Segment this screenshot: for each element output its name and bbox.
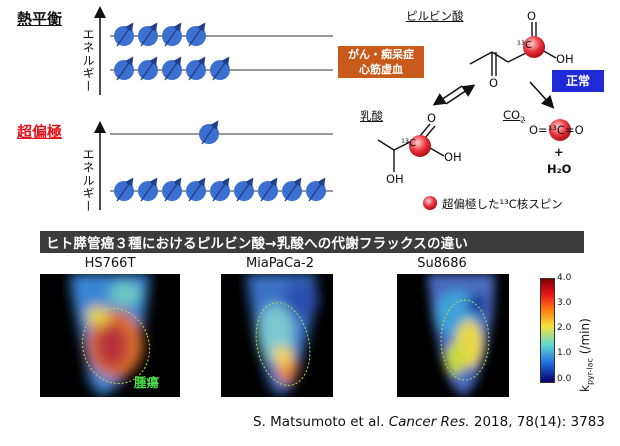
to-lactate-arrow xyxy=(432,85,463,106)
lactate-structure xyxy=(377,123,445,172)
colorbar-tick: 0.0 xyxy=(557,374,572,384)
pyruvate-oxygen-2: O xyxy=(489,76,499,90)
mri-image-hs766t xyxy=(40,274,180,397)
tumor-label: 腫瘍 xyxy=(134,375,160,390)
legend-ball xyxy=(423,196,437,210)
pyruvate-c13-ball xyxy=(523,36,545,58)
image-label-miapaca: MiaPaCa-2 xyxy=(245,256,315,271)
colorbar xyxy=(540,278,555,383)
citation: S. Matsumoto et al. Cancer Res. 2018, 78… xyxy=(253,414,605,430)
lactate-c13: ¹³C xyxy=(401,138,416,149)
image-label-su8686: Su8686 xyxy=(417,256,467,271)
mri-image-miapaca xyxy=(221,274,333,397)
co2-label: CO2 xyxy=(503,108,526,125)
lactate-oh: OH xyxy=(444,150,462,164)
pyruvate-oh: OH xyxy=(556,52,574,66)
legend-text: 超偏極した¹³C核スピン xyxy=(442,197,563,211)
from-lactate-arrow xyxy=(445,84,476,105)
colorbar-tick: 4.0 xyxy=(557,273,572,283)
pyruvate-oxygen: O xyxy=(527,9,537,23)
section-banner: ヒト膵管癌３種におけるピルビン酸→乳酸への代謝フラックスの違い xyxy=(40,231,584,253)
pyruvate-label: ピルビン酸 xyxy=(406,9,464,23)
normal-condition-box: 正常 xyxy=(552,70,604,92)
image-label-hs766t: HS766T xyxy=(84,256,136,271)
to-co2-arrow xyxy=(529,81,555,109)
co2-formula: O=¹³C=O xyxy=(529,123,584,137)
lactate-oh-bottom: OH xyxy=(386,172,404,186)
spin-upper-hyper xyxy=(199,120,219,145)
hyperpolarization-title: 超偏極 xyxy=(17,123,63,141)
cancer-condition-box: がん・痴呆症 心筋虚血 xyxy=(338,46,424,78)
spin-energy-diagram xyxy=(94,6,571,210)
spins-upper-thermal xyxy=(114,22,206,47)
co2-c13-ball xyxy=(549,119,571,141)
mri-image-su8686 xyxy=(397,274,509,397)
energy-axis-label-thermal: エネルギー xyxy=(81,28,95,93)
colorbar-tick: 2.0 xyxy=(557,323,572,333)
lactate-oxygen: O xyxy=(427,111,437,125)
water-label: H₂O xyxy=(547,162,572,176)
colorbar-label: kpyr-lac (/min) xyxy=(578,318,595,392)
colorbar-tick: 3.0 xyxy=(557,298,572,308)
lactate-c13-ball xyxy=(409,135,431,157)
colorbar-tick: 1.0 xyxy=(557,348,572,358)
lactate-label: 乳酸 xyxy=(360,109,383,123)
spins-lower-thermal xyxy=(114,56,230,81)
thermal-equilibrium-title: 熱平衡 xyxy=(17,10,63,28)
spins-lower-hyper xyxy=(114,177,326,202)
pyruvate-c13: ¹³C xyxy=(517,40,532,51)
plus-sign: + xyxy=(554,145,564,159)
energy-axis-label-hyper: エネルギー xyxy=(81,148,95,213)
